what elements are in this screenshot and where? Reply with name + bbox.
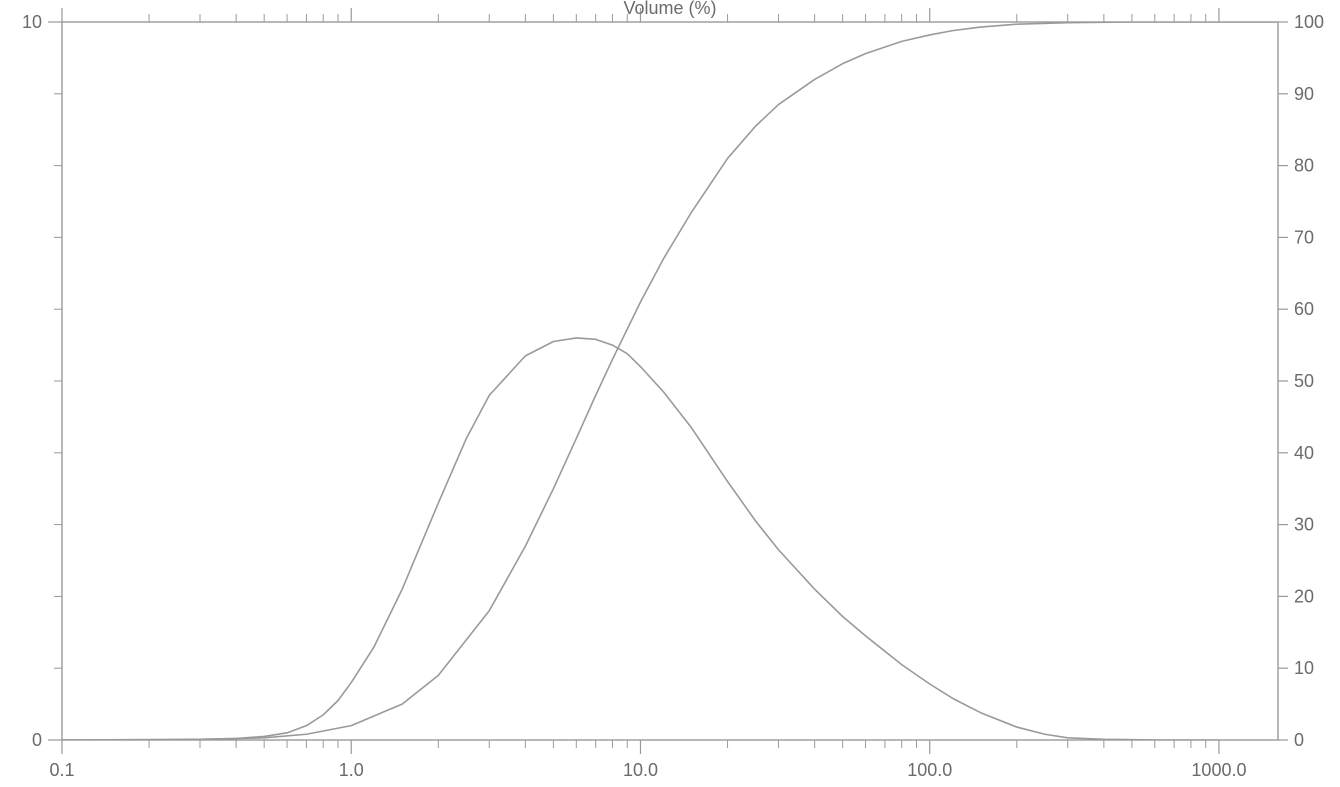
y-right-tick-label: 50	[1294, 371, 1314, 391]
y-left-tick-label: 0	[32, 730, 42, 750]
y-right-tick-label: 60	[1294, 299, 1314, 319]
y-right-tick-label: 30	[1294, 515, 1314, 535]
x-tick-label: 1.0	[339, 760, 364, 780]
series-cumulative-volume	[62, 22, 1278, 740]
y-right-tick-label: 20	[1294, 586, 1314, 606]
x-tick-label: 1000.0	[1191, 760, 1246, 780]
y-right-tick-label: 40	[1294, 443, 1314, 463]
chart-plot: 0.11.010.0100.01000.00100102030405060708…	[0, 0, 1340, 787]
y-right-tick-label: 90	[1294, 84, 1314, 104]
chart-container: Volume (%) 0.11.010.0100.01000.001001020…	[0, 0, 1340, 787]
x-tick-label: 100.0	[907, 760, 952, 780]
y-right-tick-label: 70	[1294, 227, 1314, 247]
y-right-tick-label: 80	[1294, 156, 1314, 176]
series-volume-density	[62, 338, 1219, 740]
x-tick-label: 0.1	[49, 760, 74, 780]
y-right-tick-label: 0	[1294, 730, 1304, 750]
y-right-tick-label: 10	[1294, 658, 1314, 678]
chart-title: Volume (%)	[0, 0, 1340, 19]
x-tick-label: 10.0	[623, 760, 658, 780]
